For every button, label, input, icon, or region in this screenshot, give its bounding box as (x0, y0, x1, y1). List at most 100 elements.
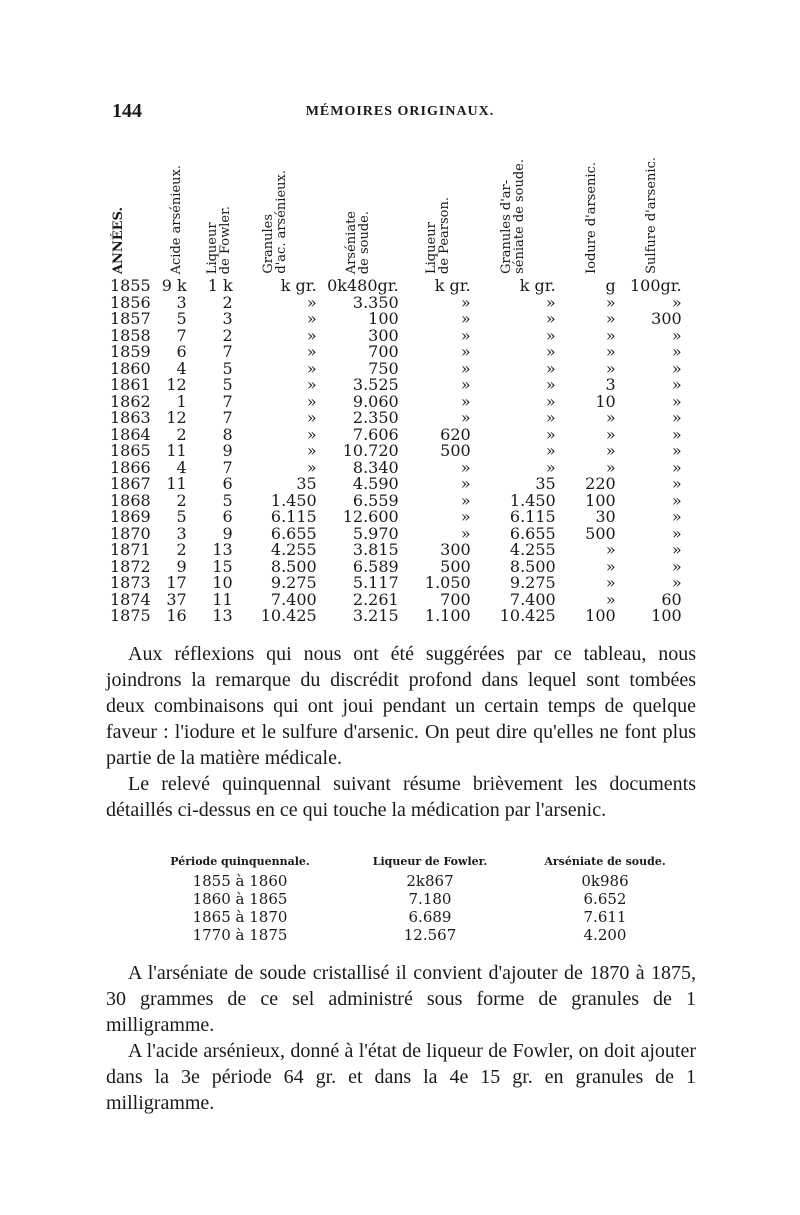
value-cell: 12 (166, 375, 187, 394)
value-cell: 2 (176, 540, 187, 559)
value-cell: 8 (222, 424, 233, 444)
table-row: 1872 9 15 8.500 6.589 500 8.500 » » (110, 556, 682, 576)
year-cell: 1859 (110, 342, 151, 361)
summary-header: Période quinquennale. (170, 855, 310, 868)
value-cell: » (605, 441, 616, 460)
value-cell: » (460, 325, 471, 345)
value-cell: » (545, 375, 556, 394)
summary-cell: 1770 à 1875 (192, 926, 288, 944)
value-cell: » (306, 342, 317, 361)
value-cell: 5.117 (352, 573, 399, 592)
value-cell: 700 (368, 342, 399, 361)
value-cell: 3 (222, 309, 233, 328)
table-row: 1867 11 6 35 4.590 » 35 220 » (110, 474, 682, 493)
value-cell: 100 (585, 490, 616, 510)
value-cell: 10.425 (260, 606, 317, 625)
summary-header: Liqueur de Fowler. (372, 855, 488, 868)
value-cell: 9.275 (270, 573, 317, 592)
value-cell: 1.050 (424, 573, 471, 592)
table-row: 1875 16 13 10.425 3.215 1.100 10.425 100 100 (110, 606, 682, 625)
summary-table: Période quinquennale. Liqueur de Fowler.… (150, 855, 680, 944)
column-header-label: Sulfure d'arsenic. (644, 157, 659, 274)
year-cell: 1868 (110, 490, 151, 510)
table-row: 1859 6 7 » 700 » » » » (110, 342, 682, 361)
value-cell: 6.115 (270, 507, 317, 526)
summary-row: 1855 à 1860 2k867 0k986 (150, 872, 680, 890)
value-cell: 5 (176, 309, 187, 328)
value-cell: 7.606 (352, 424, 399, 444)
value-cell: » (671, 408, 682, 427)
value-cell: » (545, 325, 556, 345)
value-cell: 12 (166, 408, 187, 427)
value-cell: » (605, 358, 616, 378)
value-cell: » (671, 375, 682, 394)
table-row: 1870 3 9 6.655 5.970 » 6.655 500 » (110, 523, 682, 543)
value-cell: » (306, 424, 317, 444)
value-cell: 100gr. (629, 276, 682, 295)
column-header: Acide arsénieux. (169, 118, 184, 274)
value-cell: 5 (176, 507, 187, 526)
year-cell: 1875 (110, 606, 151, 625)
value-cell: 13 (212, 540, 233, 559)
value-cell: » (605, 556, 616, 576)
column-header-label: Iodure d'arsenic. (584, 162, 599, 274)
value-cell: » (545, 358, 556, 378)
value-cell: 6.655 (509, 523, 556, 543)
value-cell: » (605, 309, 616, 328)
summary-row: 1865 à 1870 6.689 7.611 (150, 908, 680, 926)
value-cell: » (460, 375, 471, 394)
value-cell: » (460, 309, 471, 328)
value-cell: 300 (368, 325, 399, 345)
value-cell: 4 (176, 457, 187, 477)
value-cell: 7.400 (270, 589, 317, 609)
value-cell: » (460, 507, 471, 526)
value-cell: » (545, 309, 556, 328)
column-header-label: Liqueur de Pearson. (424, 197, 452, 274)
column-header-label: Liqueur de Fowler. (205, 205, 233, 274)
table-row: 1874 37 11 7.400 2.261 700 7.400 » 60 (110, 589, 682, 609)
column-header: Iodure d'arsenic. (584, 118, 599, 274)
value-cell: k gr. (280, 276, 317, 295)
paragraph: Aux réflexions qui nous ont été suggérée… (106, 643, 696, 769)
value-cell: » (460, 457, 471, 477)
value-cell: 15 (212, 556, 233, 576)
table-row: 1860 4 5 » 750 » » » » (110, 358, 682, 378)
value-cell: 37 (166, 589, 187, 609)
value-cell: 4.590 (352, 474, 399, 493)
value-cell: 6.115 (509, 507, 556, 526)
value-cell: 220 (585, 474, 616, 493)
value-cell: » (671, 523, 682, 543)
value-cell: » (671, 342, 682, 361)
value-cell: 3.215 (352, 606, 399, 625)
summary-cell: 0k986 (581, 872, 629, 890)
value-cell: 8.500 (509, 556, 556, 576)
value-cell: 620 (440, 424, 471, 444)
year-cell: 1858 (110, 325, 151, 345)
column-header-label: ANNÉES. (111, 206, 126, 274)
value-cell: 16 (166, 606, 187, 625)
value-cell: 7 (222, 391, 233, 411)
value-cell: » (671, 490, 682, 510)
column-header: Liqueur de Fowler. (205, 118, 233, 274)
value-cell: 7 (176, 325, 187, 345)
year-cell: 1856 (110, 292, 151, 312)
column-header: Sulfure d'arsenic. (644, 118, 659, 274)
value-cell: 5 (222, 375, 233, 394)
value-cell: 100 (651, 606, 682, 625)
value-cell: 13 (212, 606, 233, 625)
year-cell: 1870 (110, 523, 151, 543)
body-text-1: Aux réflexions qui nous ont été suggérée… (106, 641, 696, 823)
table-row: 1858 7 2 » 300 » » » » (110, 325, 682, 345)
year-cell: 1860 (110, 358, 151, 378)
table-row: 1857 5 3 » 100 » » » 300 (110, 309, 682, 328)
table-row: 1869 5 6 6.115 12.600 » 6.115 30 » (110, 507, 682, 526)
summary-row: 1860 à 1865 7.180 6.652 (150, 890, 680, 908)
summary-cell: 2k867 (406, 872, 454, 890)
value-cell: 100 (368, 309, 399, 328)
value-cell: 7.400 (509, 589, 556, 609)
value-cell: » (605, 457, 616, 477)
year-cell: 1871 (110, 540, 151, 559)
value-cell: » (460, 408, 471, 427)
summary-row: 1770 à 1875 12.567 4.200 (150, 926, 680, 944)
value-cell: 500 (440, 441, 471, 460)
